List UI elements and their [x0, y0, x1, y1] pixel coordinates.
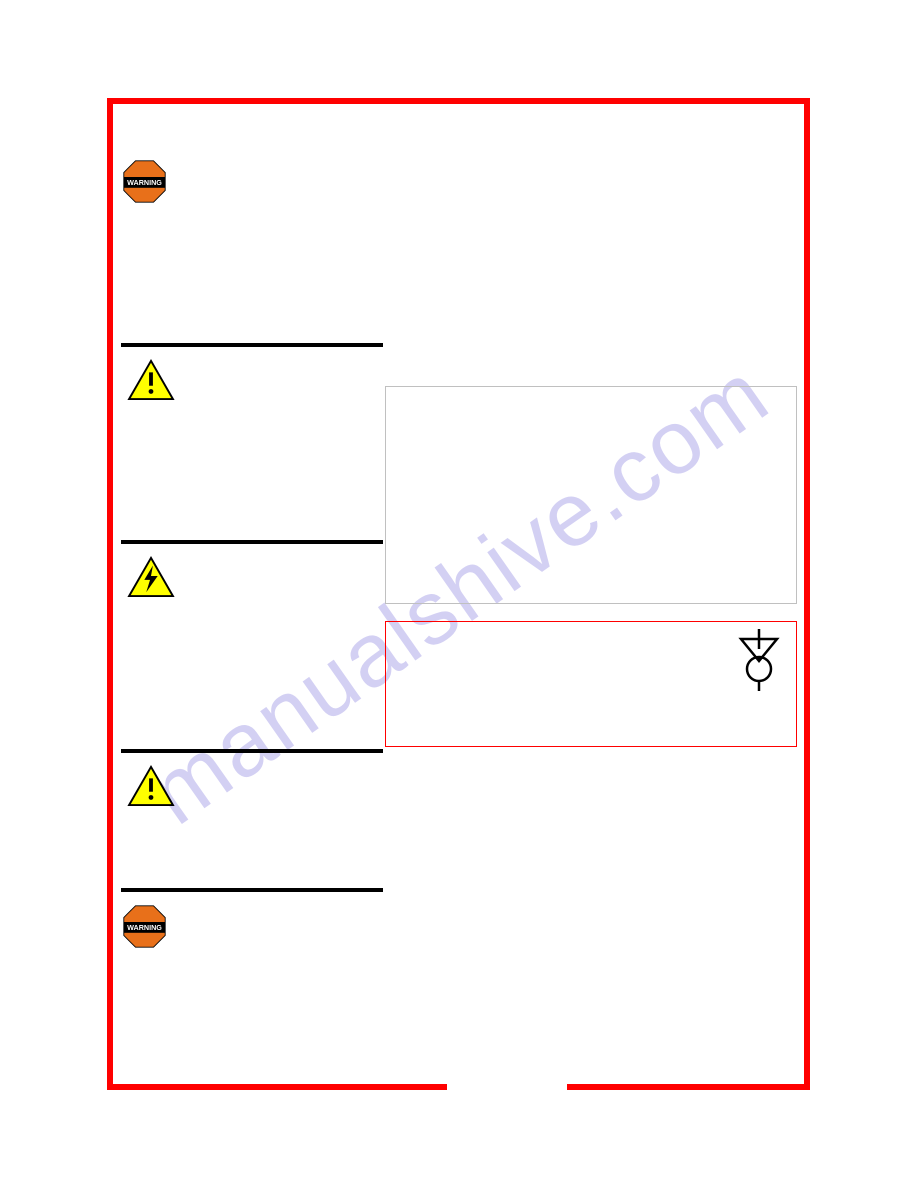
section-divider [121, 343, 383, 347]
svg-text:WARNING: WARNING [127, 178, 162, 187]
caution-triangle-icon [127, 359, 175, 401]
warning-octagon-icon: WARNING [122, 159, 167, 204]
section-divider [121, 749, 383, 753]
section-divider [121, 888, 383, 892]
info-box [385, 386, 797, 604]
frame-bottom-right [567, 1084, 810, 1090]
section-divider [121, 540, 383, 544]
equipotential-bonding-icon [733, 629, 785, 691]
electrical-hazard-icon [127, 556, 175, 598]
caution-triangle-icon [127, 765, 175, 807]
warning-octagon-icon: WARNING [122, 904, 167, 949]
frame-bottom-left [107, 1084, 447, 1090]
svg-text:WARNING: WARNING [127, 923, 162, 932]
